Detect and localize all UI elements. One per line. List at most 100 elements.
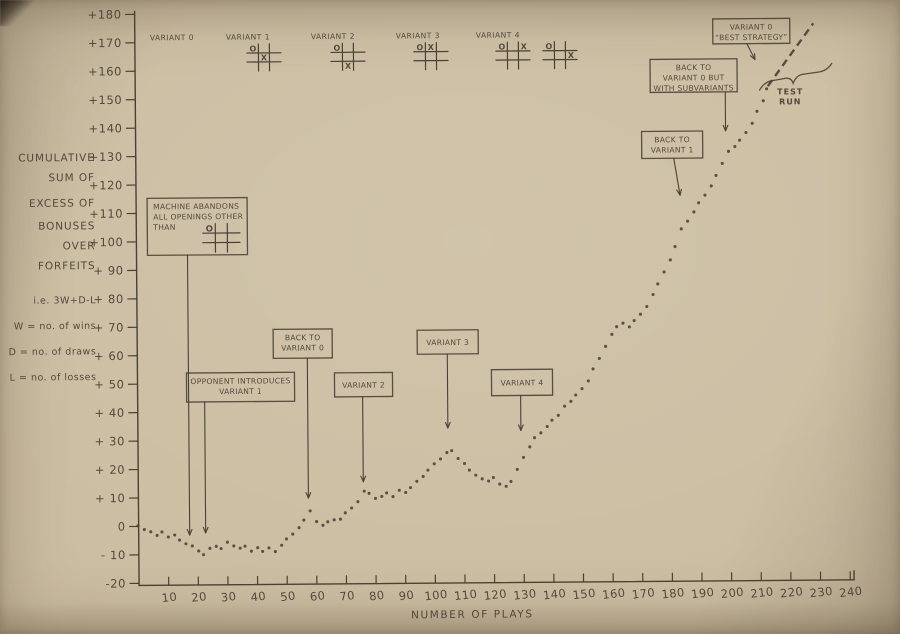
data-point — [467, 468, 471, 472]
y-tick-label: +150 — [88, 93, 122, 107]
data-point — [515, 467, 519, 471]
annotation-box — [272, 328, 333, 360]
annotation-arrow — [186, 254, 191, 536]
data-point — [615, 325, 619, 329]
x-tick-label: 160 — [602, 585, 627, 602]
data-point — [267, 546, 271, 550]
data-point — [703, 193, 707, 197]
data-point — [373, 496, 378, 500]
annotation-text-line: BACK TO — [285, 333, 321, 342]
data-point — [321, 523, 325, 527]
y-tick-label: + 40 — [94, 406, 124, 420]
annotation-arrow — [746, 43, 756, 61]
data-point — [408, 486, 413, 490]
annotation-text-line: VARIANT 2 — [342, 381, 385, 390]
annotation-arrowhead — [722, 124, 727, 132]
data-point — [528, 445, 532, 449]
annotation-text-line: BACK TO — [654, 135, 690, 144]
data-point — [462, 461, 467, 466]
data-point — [645, 304, 649, 309]
data-point — [673, 245, 677, 249]
data-point — [256, 546, 260, 550]
data-point — [533, 436, 537, 440]
data-point — [604, 344, 608, 348]
annotation-arrow — [306, 357, 309, 499]
x-tick-label: 150 — [572, 586, 597, 603]
data-point — [491, 475, 495, 480]
data-point — [178, 538, 182, 542]
y-tick-label: -20 — [105, 576, 126, 590]
x-tick-label: 140 — [542, 586, 567, 603]
data-point — [591, 367, 595, 371]
data-point — [338, 517, 343, 521]
data-point — [149, 530, 153, 534]
x-tick-label: 190 — [690, 585, 715, 602]
data-point — [679, 227, 683, 231]
data-point — [404, 490, 408, 495]
annotation-arrowhead — [749, 55, 756, 61]
annotation-arrowhead — [679, 188, 682, 196]
data-point — [432, 462, 436, 466]
data-point — [621, 321, 625, 325]
annotation-arrowhead — [205, 526, 209, 534]
x-tick-label: 240 — [839, 584, 864, 601]
data-point — [692, 210, 696, 214]
data-point — [208, 546, 212, 550]
variant-header-label: VARIANT 3 — [396, 31, 440, 40]
data-point — [439, 457, 443, 461]
data-point — [273, 550, 277, 554]
annotation-box — [333, 371, 394, 398]
data-point — [261, 549, 265, 553]
formula-line: W = no. of wins — [14, 321, 96, 333]
x-tick-label: 170 — [631, 585, 656, 602]
ttt-o-mark: O — [498, 42, 505, 51]
data-point — [550, 418, 554, 422]
data-point — [474, 473, 478, 477]
annotation-arrowhead — [444, 421, 449, 429]
annotation-box — [146, 196, 249, 257]
x-tick-label: 100 — [424, 587, 449, 604]
data-point — [385, 491, 389, 495]
data-point — [574, 393, 578, 397]
data-point — [545, 424, 549, 429]
x-tick-label: 60 — [309, 588, 326, 604]
annotation-text-line: THAN — [152, 223, 176, 232]
annotation-arrowhead — [202, 526, 207, 534]
annotation-text-line: MACHINE ABANDONS — [153, 202, 239, 212]
data-point — [445, 451, 449, 455]
data-point — [569, 399, 573, 403]
y-axis-caption-line: OVER — [63, 240, 96, 252]
data-point — [539, 431, 543, 435]
formula-line: L = no. of losses — [10, 372, 97, 384]
data-point — [426, 468, 430, 472]
test-run-label-line: TEST — [777, 87, 803, 96]
annotation-text-line: WITH SUBVARIANTS — [653, 83, 733, 93]
data-point — [521, 455, 526, 459]
data-point — [586, 379, 590, 383]
data-point — [280, 543, 284, 547]
data-point — [160, 530, 164, 534]
data-point — [450, 449, 454, 453]
data-point — [726, 149, 731, 153]
data-point — [714, 173, 718, 177]
formula-line: i.e. 3W+D-L — [33, 295, 96, 306]
data-point — [487, 479, 491, 483]
ttt-o-mark: O — [416, 43, 423, 52]
data-point — [668, 258, 672, 262]
data-point — [597, 356, 601, 360]
annotation-arrowhead — [447, 421, 451, 429]
annotation-arrowhead — [307, 492, 312, 499]
data-point — [755, 109, 759, 113]
x-axis-line — [138, 579, 855, 587]
data-point — [556, 413, 560, 417]
ttt-o-mark: O — [333, 44, 340, 53]
data-point — [326, 520, 330, 524]
data-point — [297, 526, 301, 530]
data-point — [632, 319, 636, 323]
data-point — [225, 540, 229, 544]
data-point — [765, 87, 769, 91]
y-tick-label: + 10 — [95, 491, 125, 505]
data-point — [291, 532, 295, 536]
annotation-arrowhead — [186, 528, 191, 536]
